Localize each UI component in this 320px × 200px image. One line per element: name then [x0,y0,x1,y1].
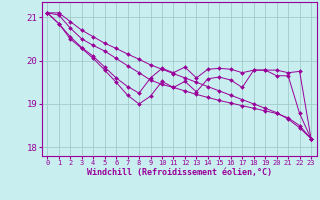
X-axis label: Windchill (Refroidissement éolien,°C): Windchill (Refroidissement éolien,°C) [87,168,272,177]
